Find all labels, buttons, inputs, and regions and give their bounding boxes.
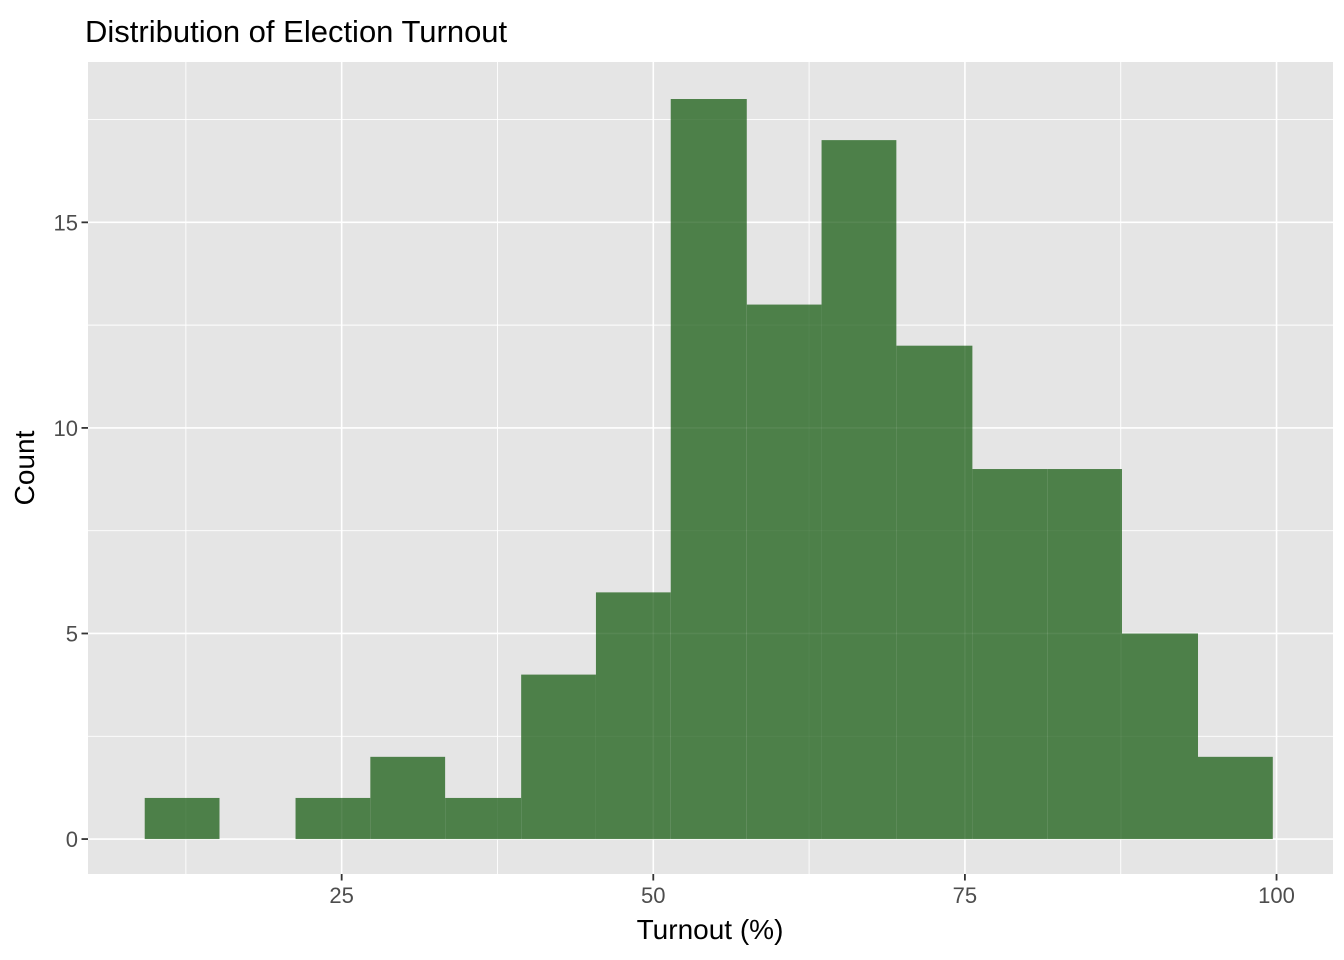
y-tick-label: 0: [66, 827, 78, 852]
histogram-bar: [370, 756, 446, 840]
x-tick-label: 50: [641, 883, 665, 908]
histogram-bar: [821, 140, 897, 840]
y-tick-label: 15: [54, 210, 78, 235]
y-axis-title: Count: [9, 430, 40, 505]
histogram-bar: [972, 469, 1048, 840]
x-axis: 25 50 75 100: [329, 874, 1295, 908]
chart-title: Distribution of Election Turnout: [85, 14, 508, 49]
gridline-overlay: [88, 62, 1333, 874]
x-tick-label: 75: [953, 883, 977, 908]
x-tick-label: 25: [329, 883, 353, 908]
histogram-bar: [896, 345, 973, 840]
histogram-bar: [144, 797, 220, 840]
y-tick-label: 5: [66, 621, 78, 646]
histogram-bar: [1198, 756, 1273, 840]
histogram-bar: [670, 99, 747, 840]
y-axis: 0 5 10 15: [54, 210, 88, 852]
histogram-bar: [521, 674, 596, 840]
y-tick-label: 10: [54, 416, 78, 441]
histogram-bar: [445, 797, 522, 840]
histogram-bar: [746, 304, 822, 840]
x-axis-title: Turnout (%): [637, 914, 784, 945]
histogram-bar: [1047, 469, 1122, 840]
histogram-bar: [1121, 633, 1199, 840]
histogram-bar: [295, 797, 371, 840]
x-tick-label: 100: [1258, 883, 1295, 908]
histogram-bars: [144, 99, 1273, 840]
histogram-bar: [595, 592, 671, 840]
